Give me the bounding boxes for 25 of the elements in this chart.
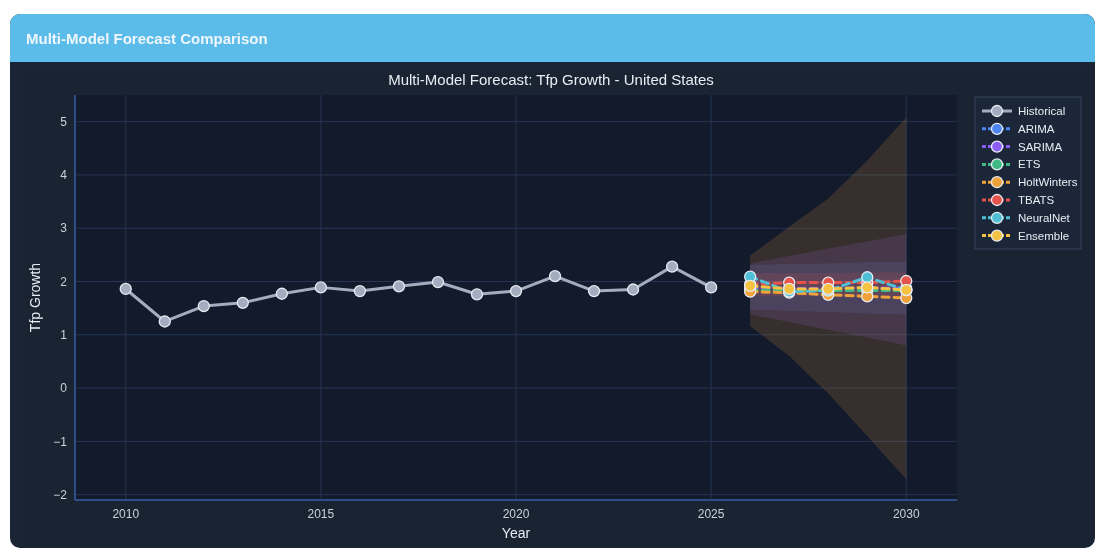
legend-label: NeuralNet	[1018, 211, 1071, 224]
chart-title: Multi-Model Forecast Comparison	[26, 30, 268, 47]
y-tick-label: 0	[60, 381, 68, 396]
legend-label: Ensemble	[1018, 229, 1070, 242]
x-tick-label: 2015	[307, 507, 335, 521]
y-tick-label: 1	[60, 328, 68, 342]
legend-label: ETS	[1018, 158, 1041, 171]
x-tick-label: 2020	[502, 507, 530, 521]
y-tick-label: 2	[60, 274, 68, 289]
x-tick-label: 2025	[697, 507, 725, 521]
x-tick-label: 2010	[112, 507, 140, 521]
legend-label: TBATS	[1018, 194, 1055, 207]
legend-label: HoltWinters	[1018, 176, 1078, 189]
y-tick-label: 5	[60, 114, 68, 129]
x-tick-label: 2030	[892, 507, 920, 521]
y-tick-label: −2	[53, 487, 68, 502]
y-tick-label: −1	[53, 434, 68, 449]
legend-label: Historical	[1018, 105, 1066, 118]
legend-label: SARIMA	[1018, 140, 1063, 153]
chart-subtitle: Multi-Model Forecast: Tfp Growth - United States	[388, 71, 714, 88]
y-tick-label: 4	[60, 168, 68, 183]
legend-label: ARIMA	[1018, 122, 1055, 135]
y-tick-label: 3	[60, 221, 68, 236]
x-axis-title: Year	[501, 525, 531, 541]
y-axis-title: Tfp Growth	[27, 262, 43, 333]
